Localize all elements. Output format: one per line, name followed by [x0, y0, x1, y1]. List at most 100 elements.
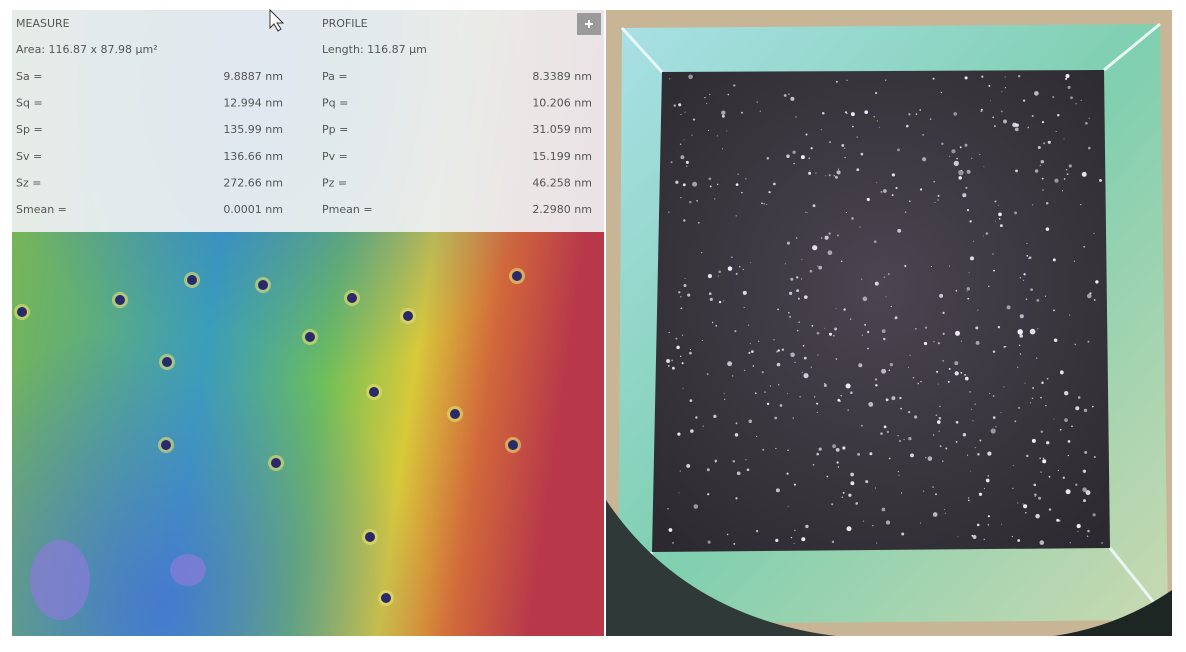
particle [864, 324, 866, 326]
particle [948, 155, 951, 157]
pit [508, 440, 518, 450]
particle [909, 200, 911, 202]
particle [1043, 142, 1046, 145]
particle [864, 110, 868, 114]
particle [1080, 99, 1082, 101]
particle [874, 281, 879, 286]
particle [933, 180, 936, 183]
pits [14, 268, 525, 620]
particle [974, 403, 976, 405]
particle [955, 289, 958, 292]
particle [707, 274, 712, 279]
particle [820, 129, 823, 131]
particle [824, 327, 826, 329]
param-label: Sq = [16, 97, 43, 110]
particle [1063, 178, 1066, 180]
particle [1053, 338, 1058, 343]
particle [1027, 257, 1029, 259]
particle [680, 155, 685, 160]
particle [891, 396, 896, 401]
particle [716, 183, 719, 186]
particle [824, 382, 826, 385]
particle [721, 114, 725, 118]
pit [305, 332, 315, 342]
particle [835, 307, 837, 309]
particle [1039, 540, 1045, 545]
particle [668, 331, 670, 334]
particle [784, 263, 786, 265]
particle [983, 166, 985, 168]
particle [969, 391, 971, 393]
particle [880, 190, 883, 193]
particle [707, 493, 710, 496]
particle [861, 334, 864, 336]
param-label: Pp = [322, 123, 348, 136]
add-icon [585, 20, 593, 28]
particle [958, 176, 962, 180]
particle [808, 157, 811, 160]
pit [381, 593, 391, 603]
particle [1040, 396, 1042, 399]
particle [1086, 293, 1092, 299]
particle [747, 324, 749, 326]
particle [693, 504, 699, 509]
particle [939, 293, 944, 298]
particle [1014, 127, 1019, 132]
pit [162, 357, 172, 367]
particle [1086, 535, 1089, 537]
particle [1044, 295, 1046, 297]
particle [1075, 406, 1080, 411]
particle [1040, 471, 1042, 473]
particle [1062, 476, 1065, 479]
particle [1065, 489, 1071, 495]
particle [987, 515, 990, 518]
particle [1082, 469, 1087, 473]
particle [1087, 529, 1090, 533]
particle [951, 149, 956, 154]
particle [748, 351, 751, 354]
particle [987, 523, 990, 526]
param-label: Sa = [16, 70, 42, 83]
particle [724, 398, 726, 400]
particle [828, 174, 831, 177]
particle [894, 318, 896, 320]
particle [796, 329, 799, 332]
particle [1003, 386, 1005, 388]
particle [874, 487, 876, 489]
param-value: 272.66 nm [223, 176, 283, 189]
particle [846, 526, 852, 532]
particle [1067, 440, 1071, 443]
particle [820, 237, 823, 239]
particle [972, 240, 975, 242]
particle [1077, 531, 1079, 533]
particle [810, 147, 813, 150]
particle [1082, 487, 1087, 493]
particle [874, 378, 878, 381]
particle [850, 112, 855, 117]
particle [831, 503, 834, 506]
particle [1034, 495, 1036, 497]
particle [1003, 119, 1007, 124]
particle [714, 198, 716, 200]
particle [673, 104, 676, 107]
particle [942, 460, 944, 462]
particle [783, 94, 787, 97]
particle [1045, 227, 1050, 231]
particle [1019, 353, 1022, 355]
particle [975, 326, 979, 330]
particle [868, 402, 870, 404]
particle [1042, 459, 1047, 464]
particle [817, 265, 819, 267]
particle [834, 327, 838, 331]
particle [1065, 169, 1068, 171]
particle [994, 125, 996, 127]
particle [786, 472, 789, 475]
particle [825, 175, 827, 177]
particle [797, 297, 800, 300]
particle [731, 375, 734, 377]
param-value: 9.8887 nm [223, 70, 283, 83]
particle [695, 416, 698, 419]
particle [726, 533, 729, 536]
particle [779, 404, 783, 407]
